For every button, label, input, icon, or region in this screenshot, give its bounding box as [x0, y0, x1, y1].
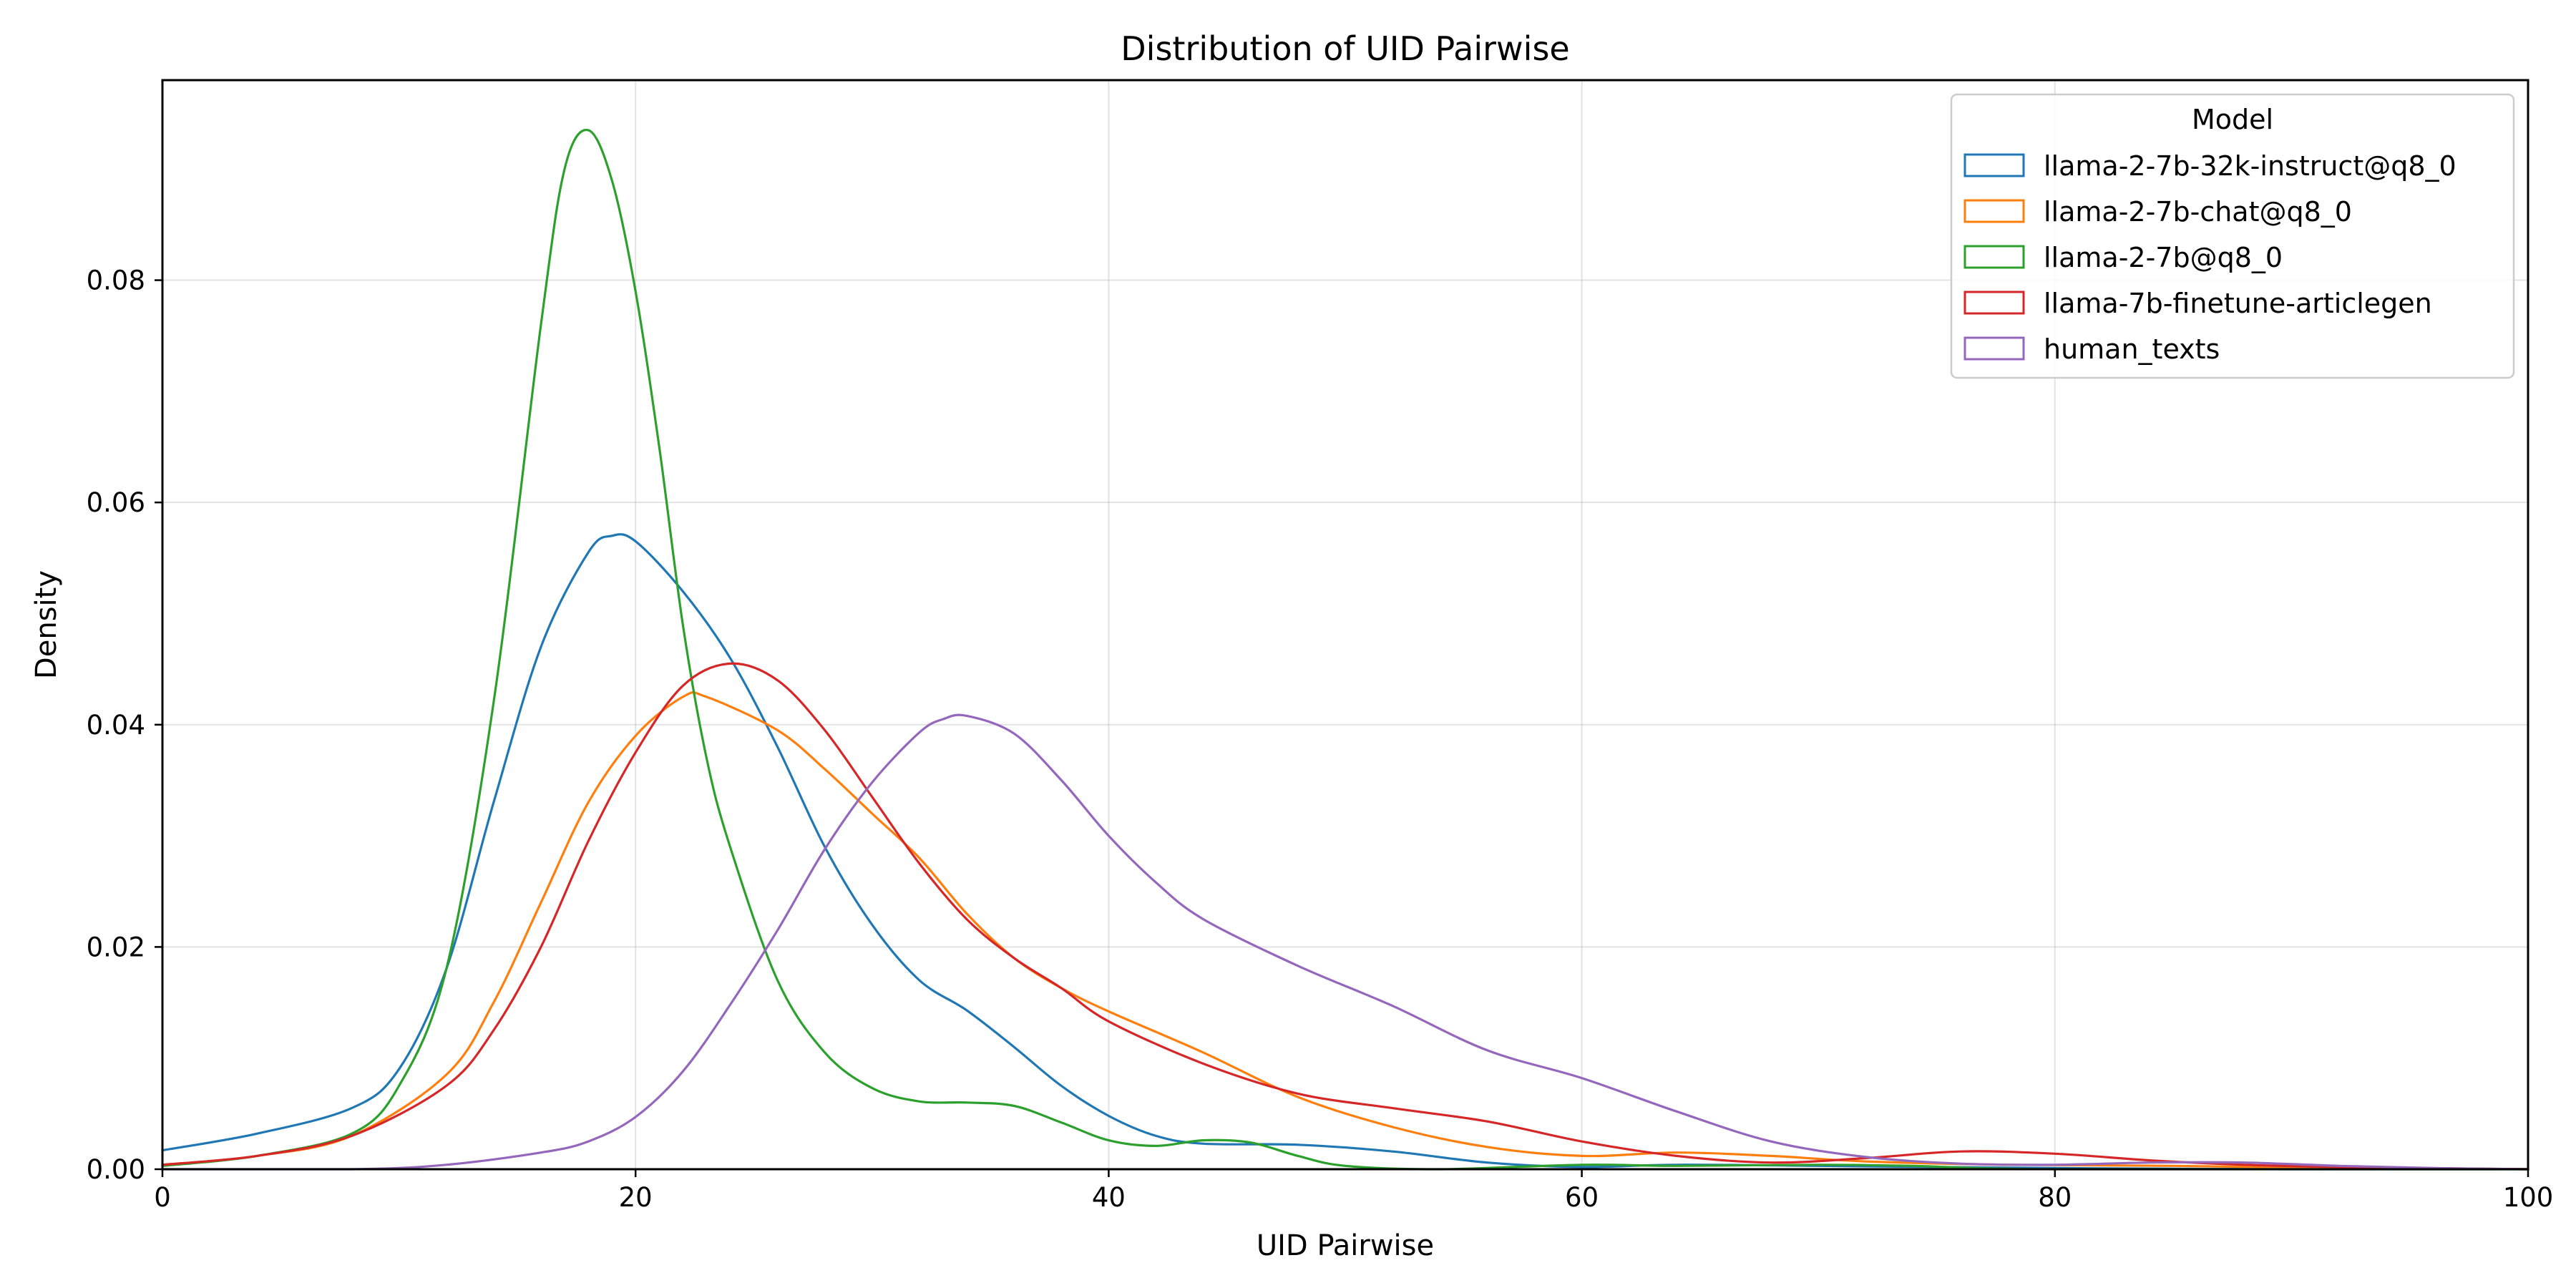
series-layer	[161, 128, 2529, 1171]
x-tick-label: 40	[1092, 1182, 1126, 1213]
series-line-llama-2-7b-q8-0	[161, 128, 2529, 1171]
y-axis: 0.00 0.02 0.04 0.06 0.08	[87, 265, 162, 1185]
legend: Model llama-2-7b-32k-instruct@q8_0llama-…	[1950, 93, 2515, 379]
legend-swatch-llama-2-7b-chat-q8-0	[1963, 199, 2025, 223]
legend-label-llama-2-7b-32k-instruct-q8-0: llama-2-7b-32k-instruct@q8_0	[2044, 150, 2457, 182]
x-axis: 0 20 40 60 80 100	[154, 1169, 2553, 1213]
x-tick-label: 60	[1565, 1182, 1599, 1213]
legend-label-llama-2-7b-q8-0: llama-2-7b@q8_0	[2044, 242, 2283, 273]
legend-swatch-llama-7b-finetune-articlegen	[1963, 291, 2025, 315]
chart-title: Distribution of UID Pairwise	[1121, 29, 1569, 68]
legend-label-llama-7b-finetune-articlegen: llama-7b-finetune-articlegen	[2044, 288, 2432, 319]
y-tick-label: 0.06	[87, 487, 145, 518]
x-axis-title: UID Pairwise	[1257, 1229, 1434, 1262]
legend-label-llama-2-7b-chat-q8-0: llama-2-7b-chat@q8_0	[2044, 196, 2352, 228]
x-tick-label: 20	[619, 1182, 653, 1213]
x-tick-label: 100	[2503, 1182, 2554, 1213]
x-tick-label: 0	[154, 1182, 171, 1213]
y-axis-title: Density	[30, 570, 63, 679]
y-tick-label: 0.02	[87, 932, 145, 962]
legend-swatch-human-texts	[1963, 336, 2025, 361]
series-line-llama-7b-finetune-articlegen	[161, 662, 2529, 1171]
x-tick-label: 80	[2038, 1182, 2072, 1213]
legend-title: Model	[2192, 104, 2273, 135]
y-tick-label: 0.08	[87, 265, 145, 296]
legend-box	[1950, 93, 2515, 379]
y-tick-label: 0.04	[87, 710, 145, 741]
legend-entries: llama-2-7b-32k-instruct@q8_0 llama-2-7b-c…	[1963, 150, 2457, 365]
legend-swatch-llama-2-7b-32k-instruct-q8-0	[1963, 153, 2025, 177]
legend-swatch-llama-2-7b-q8-0	[1963, 245, 2025, 269]
y-tick-label: 0.00	[87, 1154, 145, 1185]
plot-frame	[161, 79, 2529, 1171]
legend-label-human-texts: human_texts	[2044, 333, 2220, 365]
series-line-human-texts	[161, 713, 2529, 1171]
